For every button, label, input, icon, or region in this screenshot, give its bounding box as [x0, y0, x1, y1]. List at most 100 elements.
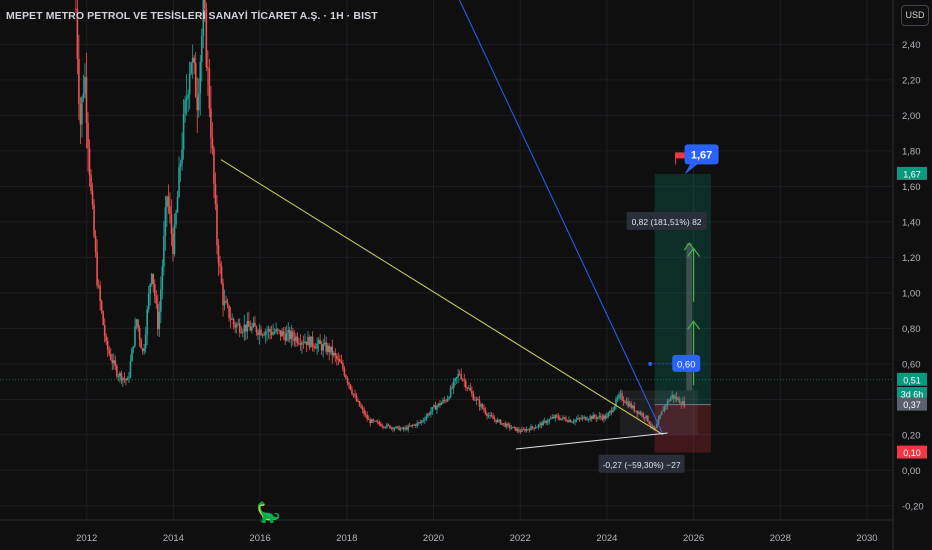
candle [439, 403, 441, 406]
y-tick-label: 0,20 [902, 430, 921, 441]
currency-button[interactable]: USD [901, 5, 929, 26]
x-tick-label: 2028 [770, 533, 791, 544]
candle [395, 426, 397, 429]
candle [584, 416, 587, 420]
candle [202, 0, 205, 36]
candle [603, 415, 605, 420]
candle [114, 360, 117, 367]
candle [88, 148, 91, 175]
candle [296, 336, 299, 343]
candle [380, 424, 382, 427]
candle [314, 347, 317, 349]
candle [332, 352, 335, 356]
candle [589, 416, 592, 420]
candle [645, 415, 648, 419]
candle [266, 331, 268, 333]
candle [431, 407, 434, 412]
candle [232, 319, 235, 325]
candle [132, 346, 135, 349]
candle [668, 400, 670, 402]
candle [419, 422, 422, 424]
candle [480, 404, 482, 407]
candle [681, 400, 684, 406]
candle [612, 409, 614, 413]
candle [440, 402, 443, 406]
candle [422, 420, 425, 422]
candle [683, 400, 686, 408]
candle [320, 343, 323, 351]
candle [449, 387, 452, 398]
candle [144, 334, 147, 349]
candle [317, 340, 320, 344]
candle [468, 388, 470, 389]
candle [410, 425, 412, 427]
price-axis-badge [897, 372, 927, 386]
candle [263, 334, 265, 336]
candle [351, 389, 353, 394]
candle [521, 429, 523, 433]
candle [405, 427, 408, 430]
candle [528, 429, 531, 431]
candle [293, 337, 296, 342]
candle [557, 416, 560, 419]
candle [657, 418, 660, 424]
candle [583, 416, 585, 418]
candle [117, 376, 120, 378]
x-tick-label: 2022 [510, 533, 531, 544]
candle [187, 94, 189, 99]
candle [193, 57, 196, 63]
candle [674, 396, 676, 399]
candle [367, 418, 370, 420]
candle [607, 413, 610, 416]
candle [613, 406, 616, 410]
candle [636, 410, 639, 414]
green-arrow [687, 320, 701, 386]
price-axis-badge [897, 386, 927, 400]
candle [580, 418, 582, 420]
candle [675, 396, 678, 400]
candle [138, 327, 141, 340]
measure-bar [686, 243, 693, 391]
candle [304, 341, 306, 343]
candle [135, 319, 138, 327]
candle [90, 174, 92, 191]
candle [505, 423, 508, 427]
candle [141, 348, 144, 352]
candle [251, 326, 253, 331]
candle [313, 345, 315, 348]
target-callout-pointer [684, 163, 699, 175]
candle [592, 414, 595, 419]
candle [376, 421, 379, 423]
candle [147, 293, 150, 310]
y-tick-label: 1,00 [902, 288, 921, 299]
candle [299, 343, 302, 345]
candle [146, 309, 148, 335]
candle [164, 207, 167, 236]
candle [662, 410, 664, 412]
candle [401, 427, 403, 429]
candle [571, 421, 573, 423]
candle [464, 381, 467, 388]
candle [572, 421, 575, 423]
candle [414, 424, 417, 426]
candle [272, 332, 274, 335]
x-tick-label: 2018 [336, 533, 357, 544]
candle [490, 415, 493, 417]
candle [78, 58, 80, 105]
candle [255, 326, 258, 333]
candle [631, 405, 634, 408]
candle [260, 329, 262, 336]
x-tick-label: 2020 [423, 533, 444, 544]
candle [504, 423, 507, 427]
candle [276, 329, 279, 331]
candle [207, 67, 209, 69]
candle [240, 332, 243, 334]
price-axis-badge [897, 166, 927, 180]
candle [609, 410, 611, 414]
candle [522, 429, 525, 431]
candle [282, 331, 285, 335]
candle [267, 328, 270, 332]
candle [322, 344, 324, 351]
y-tick-label: 1,80 [902, 146, 921, 157]
